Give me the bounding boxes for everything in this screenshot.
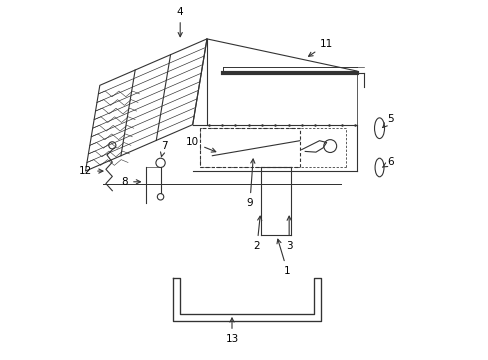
Text: 5: 5 (382, 114, 393, 127)
Text: 12: 12 (79, 166, 103, 176)
Text: 10: 10 (186, 138, 215, 152)
Text: 3: 3 (285, 216, 292, 251)
Text: 1: 1 (276, 239, 290, 276)
Text: 13: 13 (225, 318, 238, 344)
Text: 9: 9 (246, 159, 254, 208)
Text: 6: 6 (382, 157, 393, 167)
Text: 11: 11 (308, 39, 333, 56)
Text: 7: 7 (160, 141, 167, 157)
Text: 2: 2 (253, 216, 261, 251)
Text: 4: 4 (177, 7, 183, 37)
Text: 8: 8 (122, 177, 140, 187)
